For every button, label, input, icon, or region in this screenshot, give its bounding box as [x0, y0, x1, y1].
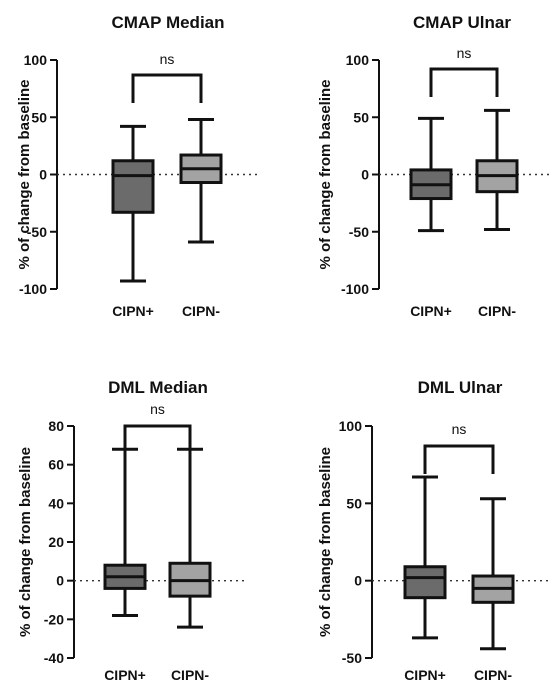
y-tick-label: 80 — [48, 418, 64, 434]
panel-4: DML Ulnar % of change from baseline -50 0 50… — [317, 378, 550, 683]
y-tick-label: -50 — [27, 224, 47, 240]
y-tick-label: -50 — [349, 224, 369, 240]
box-cipn-plus: CIPN+ — [111, 124, 155, 319]
box-cipn-minus: CIPN- — [179, 118, 223, 319]
category-label: CIPN- — [182, 303, 220, 319]
y-axis-label: % of change from baseline — [317, 447, 334, 637]
y-axis-label: % of change from baseline — [317, 79, 334, 269]
category-label: CIPN+ — [112, 303, 154, 319]
chart-title: DML Median — [108, 378, 208, 397]
y-tick-label: 20 — [48, 534, 64, 550]
box-cipn-minus: CIPN- — [168, 447, 212, 683]
iqr-box — [111, 159, 155, 214]
category-label: CIPN- — [474, 667, 512, 683]
y-tick-label: 0 — [354, 573, 362, 589]
significance-bracket — [423, 444, 495, 474]
significance-bracket — [131, 73, 203, 103]
y-tick-label: -40 — [44, 650, 64, 666]
significance-label: ns — [452, 421, 467, 437]
y-tick-label: 0 — [39, 167, 47, 183]
category-label: CIPN- — [478, 303, 516, 319]
y-tick-label: -50 — [342, 650, 362, 666]
box-cipn-plus: CIPN+ — [103, 447, 147, 683]
y-tick-label: 100 — [346, 52, 370, 68]
y-tick-label: 50 — [31, 109, 47, 125]
y-tick-label: 40 — [48, 495, 64, 511]
y-axis-label: % of change from baseline — [16, 79, 33, 269]
category-label: CIPN+ — [404, 667, 446, 683]
box-cipn-minus: CIPN- — [475, 108, 519, 319]
y-tick-label: 100 — [24, 52, 48, 68]
category-label: CIPN+ — [104, 667, 146, 683]
panel-1: CMAP Median % of change from baseline -100… — [16, 13, 259, 319]
chart-title: DML Ulnar — [418, 378, 503, 397]
significance-label: ns — [457, 45, 472, 61]
box-cipn-plus: CIPN+ — [409, 116, 453, 319]
category-label: CIPN+ — [410, 303, 452, 319]
y-tick-label: 60 — [48, 457, 64, 473]
chart-title: CMAP Median — [111, 13, 224, 32]
y-tick-label: 50 — [346, 495, 362, 511]
y-tick-label: -100 — [341, 281, 369, 297]
category-label: CIPN- — [171, 667, 209, 683]
y-axis-label: % of change from baseline — [17, 447, 34, 637]
y-tick-label: 0 — [361, 167, 369, 183]
y-tick-label: 100 — [339, 418, 363, 434]
significance-label: ns — [160, 51, 175, 67]
y-tick-label: -100 — [19, 281, 47, 297]
box-cipn-minus: CIPN- — [471, 497, 515, 683]
panel-3: DML Median % of change from baseline -40 -2… — [17, 378, 248, 683]
y-tick-label: -20 — [44, 611, 64, 627]
chart-title: CMAP Ulnar — [413, 13, 511, 32]
box-cipn-plus: CIPN+ — [403, 475, 447, 683]
y-tick-label: 0 — [56, 573, 64, 589]
y-tick-label: 50 — [353, 109, 369, 125]
significance-bracket — [429, 67, 499, 97]
significance-bracket — [123, 424, 192, 454]
iqr-box — [403, 565, 447, 600]
significance-label: ns — [150, 401, 165, 417]
panel-2: CMAP Ulnar % of change from baseline -100 -… — [317, 13, 550, 319]
